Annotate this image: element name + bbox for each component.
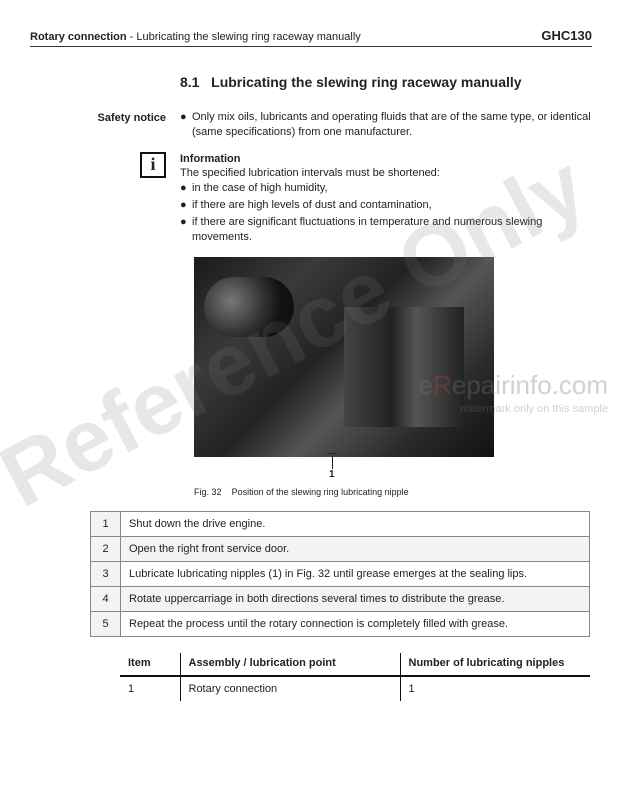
bullet-icon: ● (180, 215, 192, 245)
safety-label-spacer (30, 73, 180, 100)
cell-count: 1 (400, 676, 590, 701)
table-header-row: Item Assembly / lubrication point Number… (120, 653, 590, 676)
information-lead: The specified lubrication intervals must… (180, 166, 592, 181)
safety-notice-label: Safety notice (30, 110, 180, 142)
figure-image (194, 257, 494, 457)
table-row: 5 Repeat the process until the rotary co… (91, 611, 590, 636)
figure-caption-text: Position of the slewing ring lubricating… (232, 487, 409, 497)
lubrication-table: Item Assembly / lubrication point Number… (120, 653, 590, 701)
figure-callout: 1 (194, 457, 592, 485)
step-number: 1 (91, 511, 121, 536)
info-bullet-text: in the case of high humidity, (192, 181, 328, 196)
steps-table: 1 Shut down the drive engine. 2 Open the… (90, 511, 590, 637)
cell-item: 1 (120, 676, 180, 701)
info-bullet-text: if there are significant fluctuations in… (192, 215, 592, 245)
page-header: Rotary connection - Lubricating the slew… (30, 28, 592, 47)
step-number: 5 (91, 611, 121, 636)
heading-title: Lubricating the slewing ring raceway man… (211, 74, 521, 90)
figure-callout-number: 1 (329, 469, 335, 480)
step-number: 4 (91, 586, 121, 611)
figure-block: 1 Fig. 32 Position of the slewing ring l… (194, 257, 592, 497)
step-text: Open the right front service door. (121, 536, 590, 561)
table-row: 1 Rotary connection 1 (120, 676, 590, 701)
col-item: Item (120, 653, 180, 676)
table-row: 3 Lubricate lubricating nipples (1) in F… (91, 561, 590, 586)
info-bullet: ● if there are significant fluctuations … (180, 215, 592, 245)
info-bullet: ● in the case of high humidity, (180, 181, 592, 196)
header-section: Rotary connection (30, 31, 127, 43)
header-left: Rotary connection - Lubricating the slew… (30, 31, 361, 43)
bullet-icon: ● (180, 198, 192, 213)
figure-caption: Fig. 32 Position of the slewing ring lub… (194, 487, 592, 497)
step-text: Lubricate lubricating nipples (1) in Fig… (121, 561, 590, 586)
header-doc-code: GHC130 (541, 28, 592, 43)
step-number: 2 (91, 536, 121, 561)
info-bullet: ● if there are high levels of dust and c… (180, 198, 592, 213)
safety-bullet: ● Only mix oils, lubricants and operatin… (180, 110, 592, 140)
bullet-icon: ● (180, 181, 192, 196)
safety-bullet-text: Only mix oils, lubricants and operating … (192, 110, 592, 140)
header-subsection: Lubricating the slewing ring raceway man… (136, 31, 360, 43)
heading-number: 8.1 (180, 74, 199, 90)
bullet-icon: ● (180, 110, 192, 140)
step-text: Shut down the drive engine. (121, 511, 590, 536)
step-number: 3 (91, 561, 121, 586)
info-icon: i (140, 152, 166, 178)
info-bullet-text: if there are high levels of dust and con… (192, 198, 432, 213)
step-text: Rotate uppercarriage in both directions … (121, 586, 590, 611)
step-text: Repeat the process until the rotary conn… (121, 611, 590, 636)
col-assembly: Assembly / lubrication point (180, 653, 400, 676)
section-heading: 8.1 Lubricating the slewing ring raceway… (180, 73, 592, 92)
information-title: Information (180, 152, 592, 167)
table-row: 4 Rotate uppercarriage in both direction… (91, 586, 590, 611)
safety-notice-body: ● Only mix oils, lubricants and operatin… (180, 110, 592, 142)
information-block: Information The specified lubrication in… (180, 152, 592, 247)
cell-assembly: Rotary connection (180, 676, 400, 701)
table-row: 2 Open the right front service door. (91, 536, 590, 561)
table-row: 1 Shut down the drive engine. (91, 511, 590, 536)
col-count: Number of lubricating nipples (400, 653, 590, 676)
figure-caption-prefix: Fig. 32 (194, 487, 222, 497)
